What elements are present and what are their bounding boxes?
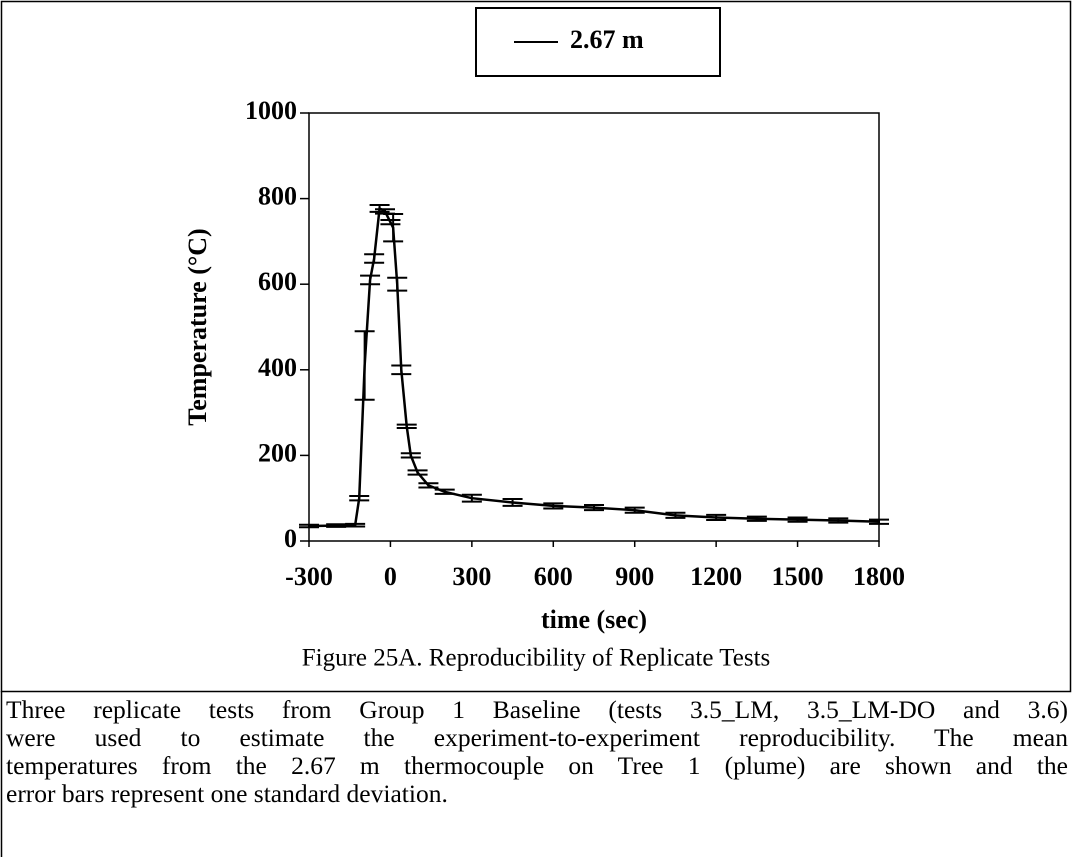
y-tick-label: 400 xyxy=(258,353,297,382)
error-bar xyxy=(746,515,767,522)
legend-label: 2.67 m xyxy=(570,25,644,54)
y-tick-label: 1000 xyxy=(245,96,297,125)
error-bar xyxy=(391,364,412,376)
error-bar xyxy=(624,506,645,514)
paragraph-line: Three replicate tests from Group 1 Basel… xyxy=(6,695,1068,724)
error-bar xyxy=(396,423,417,430)
x-tick-label: 1500 xyxy=(772,562,824,591)
x-tick-label: 1200 xyxy=(690,562,742,591)
error-bar xyxy=(387,276,408,292)
error-bar xyxy=(434,488,455,495)
y-tick-label: 600 xyxy=(258,267,297,296)
error-bar xyxy=(380,219,401,226)
error-bar xyxy=(706,513,727,522)
error-bar xyxy=(360,274,381,286)
error-bar xyxy=(400,452,421,459)
error-bar xyxy=(345,522,366,528)
paragraph-line: temperatures from the 2.67 m thermocoupl… xyxy=(6,751,1068,780)
paragraph-line: were used to estimate the experiment-to-… xyxy=(6,723,1068,752)
error-bar xyxy=(364,253,385,264)
error-bar xyxy=(418,482,439,489)
error-bar xyxy=(354,330,375,401)
error-bar xyxy=(407,469,428,476)
x-tick-label: -300 xyxy=(285,562,333,591)
figure-frame xyxy=(0,0,1072,693)
y-axis-label: Temperature (°C) xyxy=(183,228,212,425)
error-bar xyxy=(349,495,370,502)
data-line xyxy=(308,206,880,528)
x-tick-label: 900 xyxy=(615,562,654,591)
paragraph: Three replicate tests from Group 1 Basel… xyxy=(6,696,1068,808)
error-bar xyxy=(543,502,564,510)
y-tick-label: 200 xyxy=(258,438,297,467)
error-bar xyxy=(665,511,686,519)
legend-box xyxy=(475,7,721,77)
x-axis-label: time (sec) xyxy=(541,605,647,634)
plot-frame xyxy=(308,112,880,542)
error-bar xyxy=(326,523,347,528)
error-bar xyxy=(461,493,482,503)
x-tick-label: 1800 xyxy=(853,562,905,591)
error-bar xyxy=(299,523,319,529)
x-tick-label: 0 xyxy=(384,562,397,591)
y-tick-label: 800 xyxy=(258,182,297,211)
error-bar xyxy=(383,213,404,243)
paragraph-line: error bars represent one standard deviat… xyxy=(6,779,448,808)
error-bar xyxy=(828,517,849,524)
error-bar xyxy=(502,498,523,507)
error-bar xyxy=(869,518,889,525)
error-bar xyxy=(787,516,808,523)
x-tick-label: 600 xyxy=(534,562,573,591)
caption: Figure 25A. Reproducibility of Replicate… xyxy=(302,645,771,672)
error-bar xyxy=(584,504,604,512)
y-tick-label: 0 xyxy=(284,524,297,553)
x-tick-label: 300 xyxy=(452,562,491,591)
